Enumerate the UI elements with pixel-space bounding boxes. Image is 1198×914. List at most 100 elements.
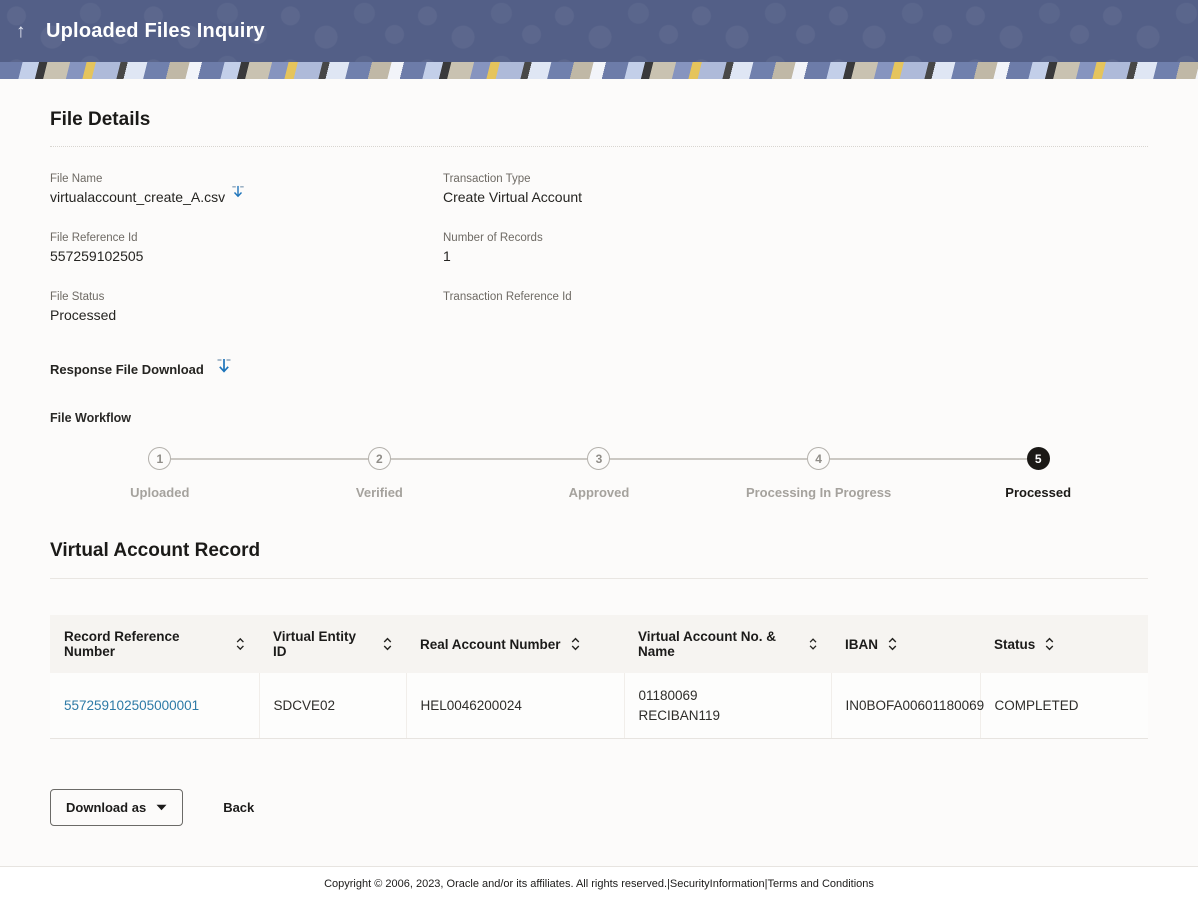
column-header-iban[interactable]: IBAN xyxy=(831,615,980,673)
workflow-step-processed: 5 Processed xyxy=(928,447,1148,500)
step-connector xyxy=(390,457,490,460)
download-as-button[interactable]: Download as xyxy=(50,789,184,827)
cell-virtual-entity-id: SDCVE02 xyxy=(259,673,407,740)
caret-down-icon xyxy=(156,804,167,811)
divider xyxy=(50,146,1148,147)
virtual-account-record-table: Record Reference Number Virtual Entity I… xyxy=(50,615,1148,740)
field-transaction-reference-id: Transaction Reference Id xyxy=(443,291,1148,329)
sort-icon xyxy=(888,637,897,651)
step-connector xyxy=(830,457,929,460)
workflow-step-verified: 2 Verified xyxy=(269,447,490,500)
step-circle: 5 xyxy=(1026,447,1050,470)
workflow-step-processing: 4 Processing In Progress xyxy=(708,447,929,500)
decorative-banner xyxy=(0,62,1198,79)
sort-icon xyxy=(1045,637,1054,651)
cell-status: COMPLETED xyxy=(980,673,1148,740)
page-title: Uploaded Files Inquiry xyxy=(46,19,265,42)
file-workflow-label: File Workflow xyxy=(50,411,132,425)
cell-record-reference-number: 557259102505000001 xyxy=(50,673,260,740)
step-connector xyxy=(269,457,368,460)
cell-real-account-number: HEL0046200024 xyxy=(406,673,625,740)
step-connector xyxy=(50,458,148,460)
column-label: Virtual Account No. & Name xyxy=(638,629,777,659)
field-number-of-records: Number of Records 1 xyxy=(443,232,1148,266)
file-details-section: File Details File Name virtualaccount_cr… xyxy=(50,109,1148,500)
step-circle: 1 xyxy=(148,447,172,470)
field-label: Number of Records xyxy=(443,232,543,244)
table-row: 557259102505000001 SDCVE02 HEL0046200024… xyxy=(50,673,1148,740)
column-header-status[interactable]: Status xyxy=(980,615,1148,673)
divider xyxy=(50,578,1148,579)
column-label: Status xyxy=(994,636,1036,652)
column-header-real-account-number[interactable]: Real Account Number xyxy=(406,615,624,673)
field-value: 1 xyxy=(443,248,451,264)
copyright-text: Copyright © 2006, 2023, Oracle and/or it… xyxy=(324,878,668,891)
field-file-name: File Name virtualaccount_create_A.csv xyxy=(50,173,443,207)
step-connector xyxy=(708,457,808,460)
column-header-record-reference-number[interactable]: Record Reference Number xyxy=(50,615,259,673)
download-file-icon[interactable] xyxy=(231,185,245,203)
virtual-account-name: RECIBAN119 xyxy=(638,707,721,723)
field-file-reference-id: File Reference Id 557259102505 xyxy=(50,232,443,266)
column-header-virtual-entity-id[interactable]: Virtual Entity ID xyxy=(259,615,406,673)
field-value: virtualaccount_create_A.csv xyxy=(50,189,226,205)
page-header: ↑ Uploaded Files Inquiry xyxy=(0,0,1198,62)
table-header-row: Record Reference Number Virtual Entity I… xyxy=(50,615,1148,673)
step-label: Approved xyxy=(568,485,630,500)
response-file-download-row: Response File Download xyxy=(50,358,1148,380)
back-arrow-icon[interactable]: ↑ xyxy=(16,20,26,42)
cell-virtual-account-no-name: 01180069 RECIBAN119 xyxy=(624,673,832,740)
file-workflow-stepper: 1 Uploaded 2 Verified 3 Appr xyxy=(50,447,1148,500)
file-details-grid: File Name virtualaccount_create_A.csv Tr… xyxy=(50,173,1148,329)
field-label: File Name xyxy=(50,173,103,185)
field-label: File Status xyxy=(50,291,105,303)
column-label: Real Account Number xyxy=(420,636,561,652)
step-connector xyxy=(489,457,588,460)
step-circle: 4 xyxy=(807,447,831,470)
record-reference-link[interactable]: 557259102505000001 xyxy=(64,698,200,714)
virtual-account-record-section: Virtual Account Record Record Reference … xyxy=(50,540,1148,827)
column-label: IBAN xyxy=(845,636,878,652)
step-label: Uploaded xyxy=(130,485,190,500)
back-button[interactable]: Back xyxy=(217,790,260,825)
field-label: File Reference Id xyxy=(50,232,138,244)
field-file-status: File Status Processed xyxy=(50,291,443,329)
field-value: Create Virtual Account xyxy=(443,189,583,205)
step-label: Verified xyxy=(355,485,403,500)
step-circle: 3 xyxy=(587,447,611,470)
workflow-step-approved: 3 Approved xyxy=(489,447,709,500)
footer-separator: | xyxy=(667,878,670,891)
step-connector xyxy=(1050,458,1148,460)
sort-icon xyxy=(237,637,245,651)
sort-icon xyxy=(383,637,392,651)
field-value: Processed xyxy=(50,307,117,323)
step-circle: 2 xyxy=(367,447,391,470)
virtual-account-record-title: Virtual Account Record xyxy=(50,540,261,561)
action-buttons-row: Download as Back xyxy=(50,789,1148,827)
footer-separator: | xyxy=(764,878,768,891)
response-file-download-label: Response File Download xyxy=(50,361,204,377)
step-connector xyxy=(171,457,270,460)
terms-and-conditions-link[interactable]: Terms and Conditions xyxy=(767,878,874,891)
step-connector xyxy=(610,457,709,460)
file-details-title: File Details xyxy=(50,109,151,130)
download-as-label: Download as xyxy=(66,800,147,816)
sort-icon xyxy=(571,637,579,651)
step-label: Processing In Progress xyxy=(745,485,892,500)
field-value: 557259102505 xyxy=(50,248,144,264)
security-information-link[interactable]: SecurityInformation xyxy=(669,878,765,891)
workflow-step-uploaded: 1 Uploaded xyxy=(50,447,270,500)
field-transaction-type: Transaction Type Create Virtual Account xyxy=(443,173,1148,207)
field-label: Transaction Type xyxy=(443,173,531,185)
main-content: File Details File Name virtualaccount_cr… xyxy=(0,79,1198,867)
sort-icon xyxy=(809,638,817,650)
field-label: Transaction Reference Id xyxy=(443,291,572,303)
step-label: Processed xyxy=(1005,485,1072,500)
step-connector xyxy=(928,457,1027,460)
column-label: Record Reference Number xyxy=(64,629,180,659)
virtual-account-number: 01180069 xyxy=(638,688,698,703)
page-footer: Copyright © 2006, 2023, Oracle and/or it… xyxy=(0,866,1198,914)
cell-iban: IN0BOFA00601180069 xyxy=(831,673,984,740)
response-download-icon[interactable] xyxy=(216,358,232,380)
column-header-virtual-account-no-name[interactable]: Virtual Account No. & Name xyxy=(624,615,831,673)
